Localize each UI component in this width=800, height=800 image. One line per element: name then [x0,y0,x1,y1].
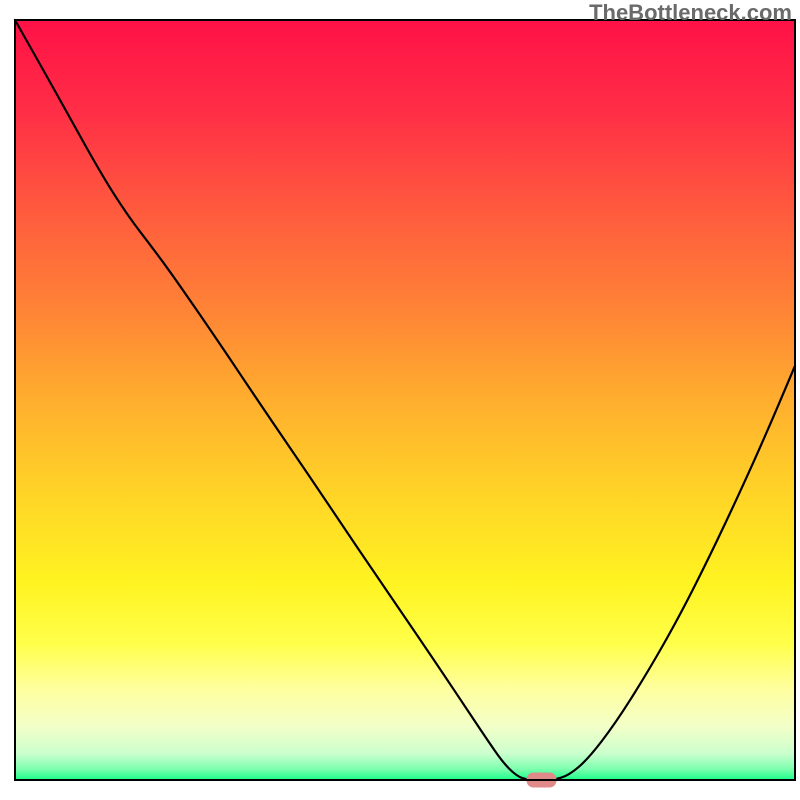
chart-svg [0,0,800,800]
bottleneck-chart: TheBottleneck.com [0,0,800,800]
plot-background [15,20,795,780]
watermark-text: TheBottleneck.com [589,0,792,26]
